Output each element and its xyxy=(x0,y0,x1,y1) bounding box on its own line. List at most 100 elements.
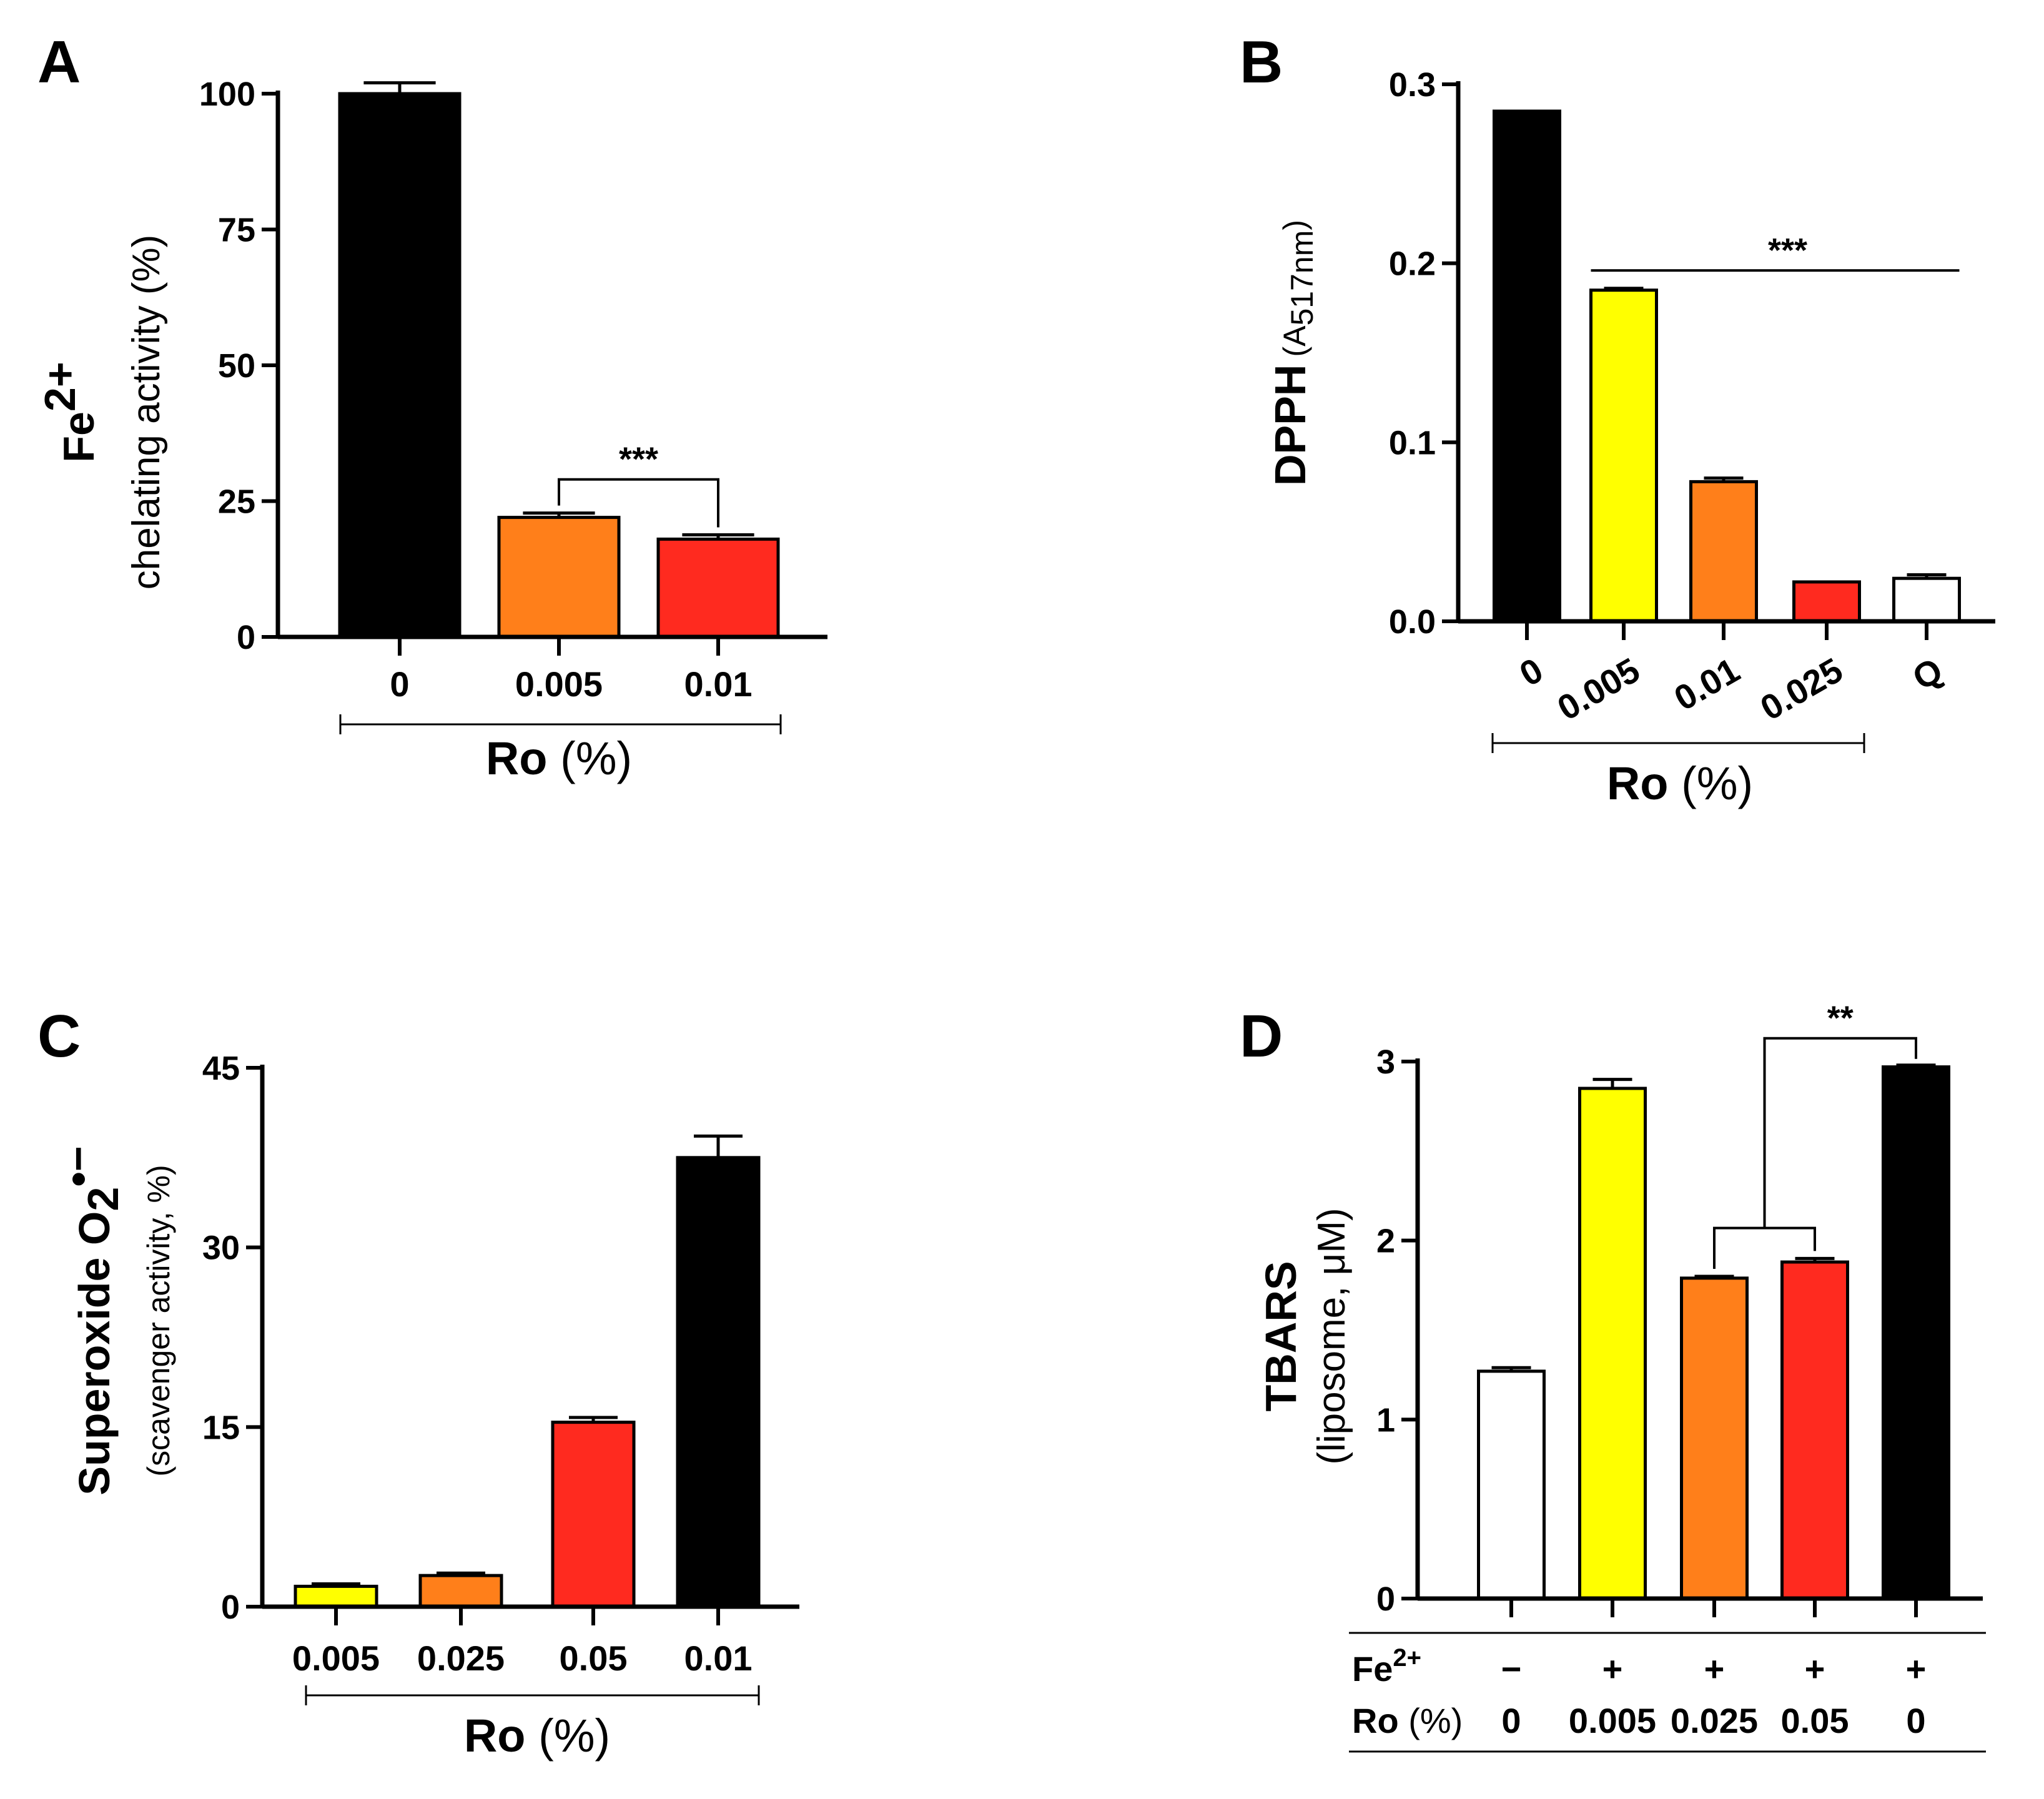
panel-c-bar xyxy=(418,1574,503,1609)
panel-a-yticks: 0 25 50 75 100 xyxy=(199,76,278,656)
panel-c-category: 0.01 xyxy=(684,1639,753,1678)
panel-b-yticks: 0.0 0.1 0.2 0.3 xyxy=(1389,66,1458,641)
panel-c-ytick-label: 0 xyxy=(221,1589,240,1626)
panel-b-bar xyxy=(1792,580,1861,623)
panel-b-sig: *** xyxy=(1591,232,1960,272)
panel-b-category: 0.01 xyxy=(1667,650,1746,718)
panel-b-ytick-label: 0.0 xyxy=(1389,603,1436,641)
panel-d-table-cells: − + + + +0 0.005 0.025 0.05 0 xyxy=(1501,1649,1927,1740)
panel-d-yticks: 0 1 2 3 xyxy=(1376,1043,1418,1618)
panel-b-xcats: 0 0.005 0.01 0.025 Q xyxy=(1513,650,1949,728)
panel-d-table: Fe2+ Ro (%) − + + + +0 0.005 0.025 0.05 0 xyxy=(1349,1632,1986,1753)
panel-d-table-fe-cell: + xyxy=(1805,1649,1825,1688)
panel-a-sig: *** xyxy=(558,441,719,528)
panel-d-bar xyxy=(1882,1065,1950,1600)
panel-a-ytick-label: 100 xyxy=(199,76,255,113)
panel-d-table-fe-cell: + xyxy=(1906,1649,1927,1688)
panel-a-bar xyxy=(656,537,780,639)
panel-d-sig-label: ** xyxy=(1827,1000,1854,1037)
panel-a-ylabel-sub: chelating activity (%) xyxy=(125,235,168,590)
panel-d-ytick-label: 1 xyxy=(1376,1401,1395,1439)
panel-a-bar xyxy=(338,92,462,639)
panel-a-ytick-label: 75 xyxy=(218,212,255,249)
panel-c-ytick-label: 15 xyxy=(202,1409,240,1446)
panel-b-bar xyxy=(1689,480,1758,623)
panel-c-yticks: 0 15 30 45 xyxy=(202,1050,262,1626)
panel-c-ylabel-sub: (scavenger activity, %) xyxy=(141,1165,176,1476)
panel-b-bar xyxy=(1589,288,1658,623)
panel-b-ylabel-text: DPPH(A517nm) xyxy=(1266,220,1320,486)
panel-b-ylabel: DPPH(A517nm) xyxy=(1266,220,1320,486)
panel-c-letter: C xyxy=(37,1003,81,1070)
panel-d-table-row2-label: Ro (%) xyxy=(1352,1701,1463,1740)
panel-a-ylabel-main: Fe2+ xyxy=(36,362,103,463)
panel-d-ytick-label: 2 xyxy=(1376,1223,1395,1260)
panel-a-sig-bracket xyxy=(558,478,719,528)
panel-d-ytick-label: 3 xyxy=(1376,1043,1395,1081)
panel-a-xcats: 0 0.005 0.01 xyxy=(390,664,752,704)
panel-d-table-ro-cell: 0.05 xyxy=(1781,1701,1849,1740)
panel-b-category: Q xyxy=(1906,650,1949,697)
panel-a-ytick-label: 50 xyxy=(218,347,255,385)
panel-d-bar xyxy=(1477,1369,1546,1600)
panel-c-ytick-label: 45 xyxy=(202,1050,240,1087)
panel-c: C Superoxide O2•− (scavenger activity, %… xyxy=(37,1003,799,1762)
panel-d-sig: ** xyxy=(1713,1000,1917,1269)
panel-b-ytick-label: 0.2 xyxy=(1389,245,1436,283)
panel-c-xbracket xyxy=(305,1685,760,1705)
panel-b-category: 0 xyxy=(1513,650,1549,694)
panel-c-ylabel: Superoxide O2•− (scavenger activity, %) xyxy=(54,1146,176,1495)
panel-a-category: 0.01 xyxy=(684,664,753,704)
panel-a-ytick-label: 0 xyxy=(237,619,255,656)
panel-c-ylabel-main: Superoxide O2•− xyxy=(54,1146,127,1495)
panel-b: B DPPH(A517nm) 0.0 0.1 0.2 0.3 0 0.005 0.01 0.… xyxy=(1240,29,1995,809)
panel-d-table-ro-cell: 0.005 xyxy=(1569,1701,1656,1740)
panel-b-ytick-label: 0.1 xyxy=(1389,424,1436,461)
panel-d-ytick-label: 0 xyxy=(1376,1580,1395,1618)
panel-a: A Fe2+ chelating activity (%) 0 25 50 75 100… xyxy=(36,29,827,784)
panel-b-category: 0.005 xyxy=(1551,650,1646,728)
panel-a-bar xyxy=(497,516,621,639)
panel-a-sig-label: *** xyxy=(619,441,658,478)
panel-c-category: 0.025 xyxy=(417,1639,505,1678)
panel-d-table-fe-cell: − xyxy=(1501,1649,1522,1688)
panel-b-ytick-label: 0.3 xyxy=(1389,66,1436,104)
panel-d-letter: D xyxy=(1240,1003,1283,1070)
panel-c-category: 0.005 xyxy=(292,1639,380,1678)
panel-d-table-row1-label: Fe2+ xyxy=(1352,1644,1421,1688)
panel-a-ytick-label: 25 xyxy=(218,483,255,521)
panel-c-category: 0.05 xyxy=(560,1639,628,1678)
panel-a-ylabel: Fe2+ chelating activity (%) xyxy=(36,235,168,590)
panel-c-ytick-label: 30 xyxy=(202,1230,240,1267)
panel-d-bar xyxy=(1680,1276,1749,1600)
panel-a-xbracket xyxy=(339,714,782,734)
panel-b-xtitle: Ro (%) xyxy=(1607,757,1753,809)
panel-a-category: 0 xyxy=(390,664,409,704)
panel-d-bar xyxy=(1578,1087,1647,1600)
panel-b-xbracket xyxy=(1491,733,1865,753)
panel-c-bar xyxy=(676,1156,761,1609)
panel-d-bar xyxy=(1780,1260,1849,1600)
panel-c-bar xyxy=(294,1584,378,1609)
panel-b-letter: B xyxy=(1240,29,1283,96)
panel-c-bar xyxy=(551,1421,636,1609)
panel-a-bars xyxy=(338,81,780,656)
panel-b-sig-label: *** xyxy=(1768,232,1807,269)
panel-d-table-fe-cell: + xyxy=(1704,1649,1725,1688)
panel-b-bar xyxy=(1892,576,1961,623)
panel-d: D TBARS (liposome, μM) 0 1 2 3 ** Fe2+ Ro (… xyxy=(1240,1000,1986,1753)
panel-d-bars xyxy=(1477,1063,1950,1617)
panel-d-table-fe-cell: + xyxy=(1602,1649,1623,1688)
panel-c-bars xyxy=(294,1134,761,1625)
panel-c-xtitle: Ro (%) xyxy=(464,1710,610,1762)
panel-c-xcats: 0.005 0.025 0.05 0.01 xyxy=(292,1639,753,1678)
panel-d-table-ro-cell: 0 xyxy=(1906,1701,1925,1740)
panel-b-bars xyxy=(1493,109,1961,640)
panel-a-category: 0.005 xyxy=(515,664,603,704)
panel-d-sig-bracket xyxy=(1763,1037,1917,1228)
panel-d-ylabel-main: TBARS xyxy=(1257,1261,1305,1411)
panel-a-xtitle: Ro (%) xyxy=(486,732,632,784)
panel-b-bar xyxy=(1493,109,1561,623)
panel-d-table-ro-cell: 0 xyxy=(1501,1701,1521,1740)
